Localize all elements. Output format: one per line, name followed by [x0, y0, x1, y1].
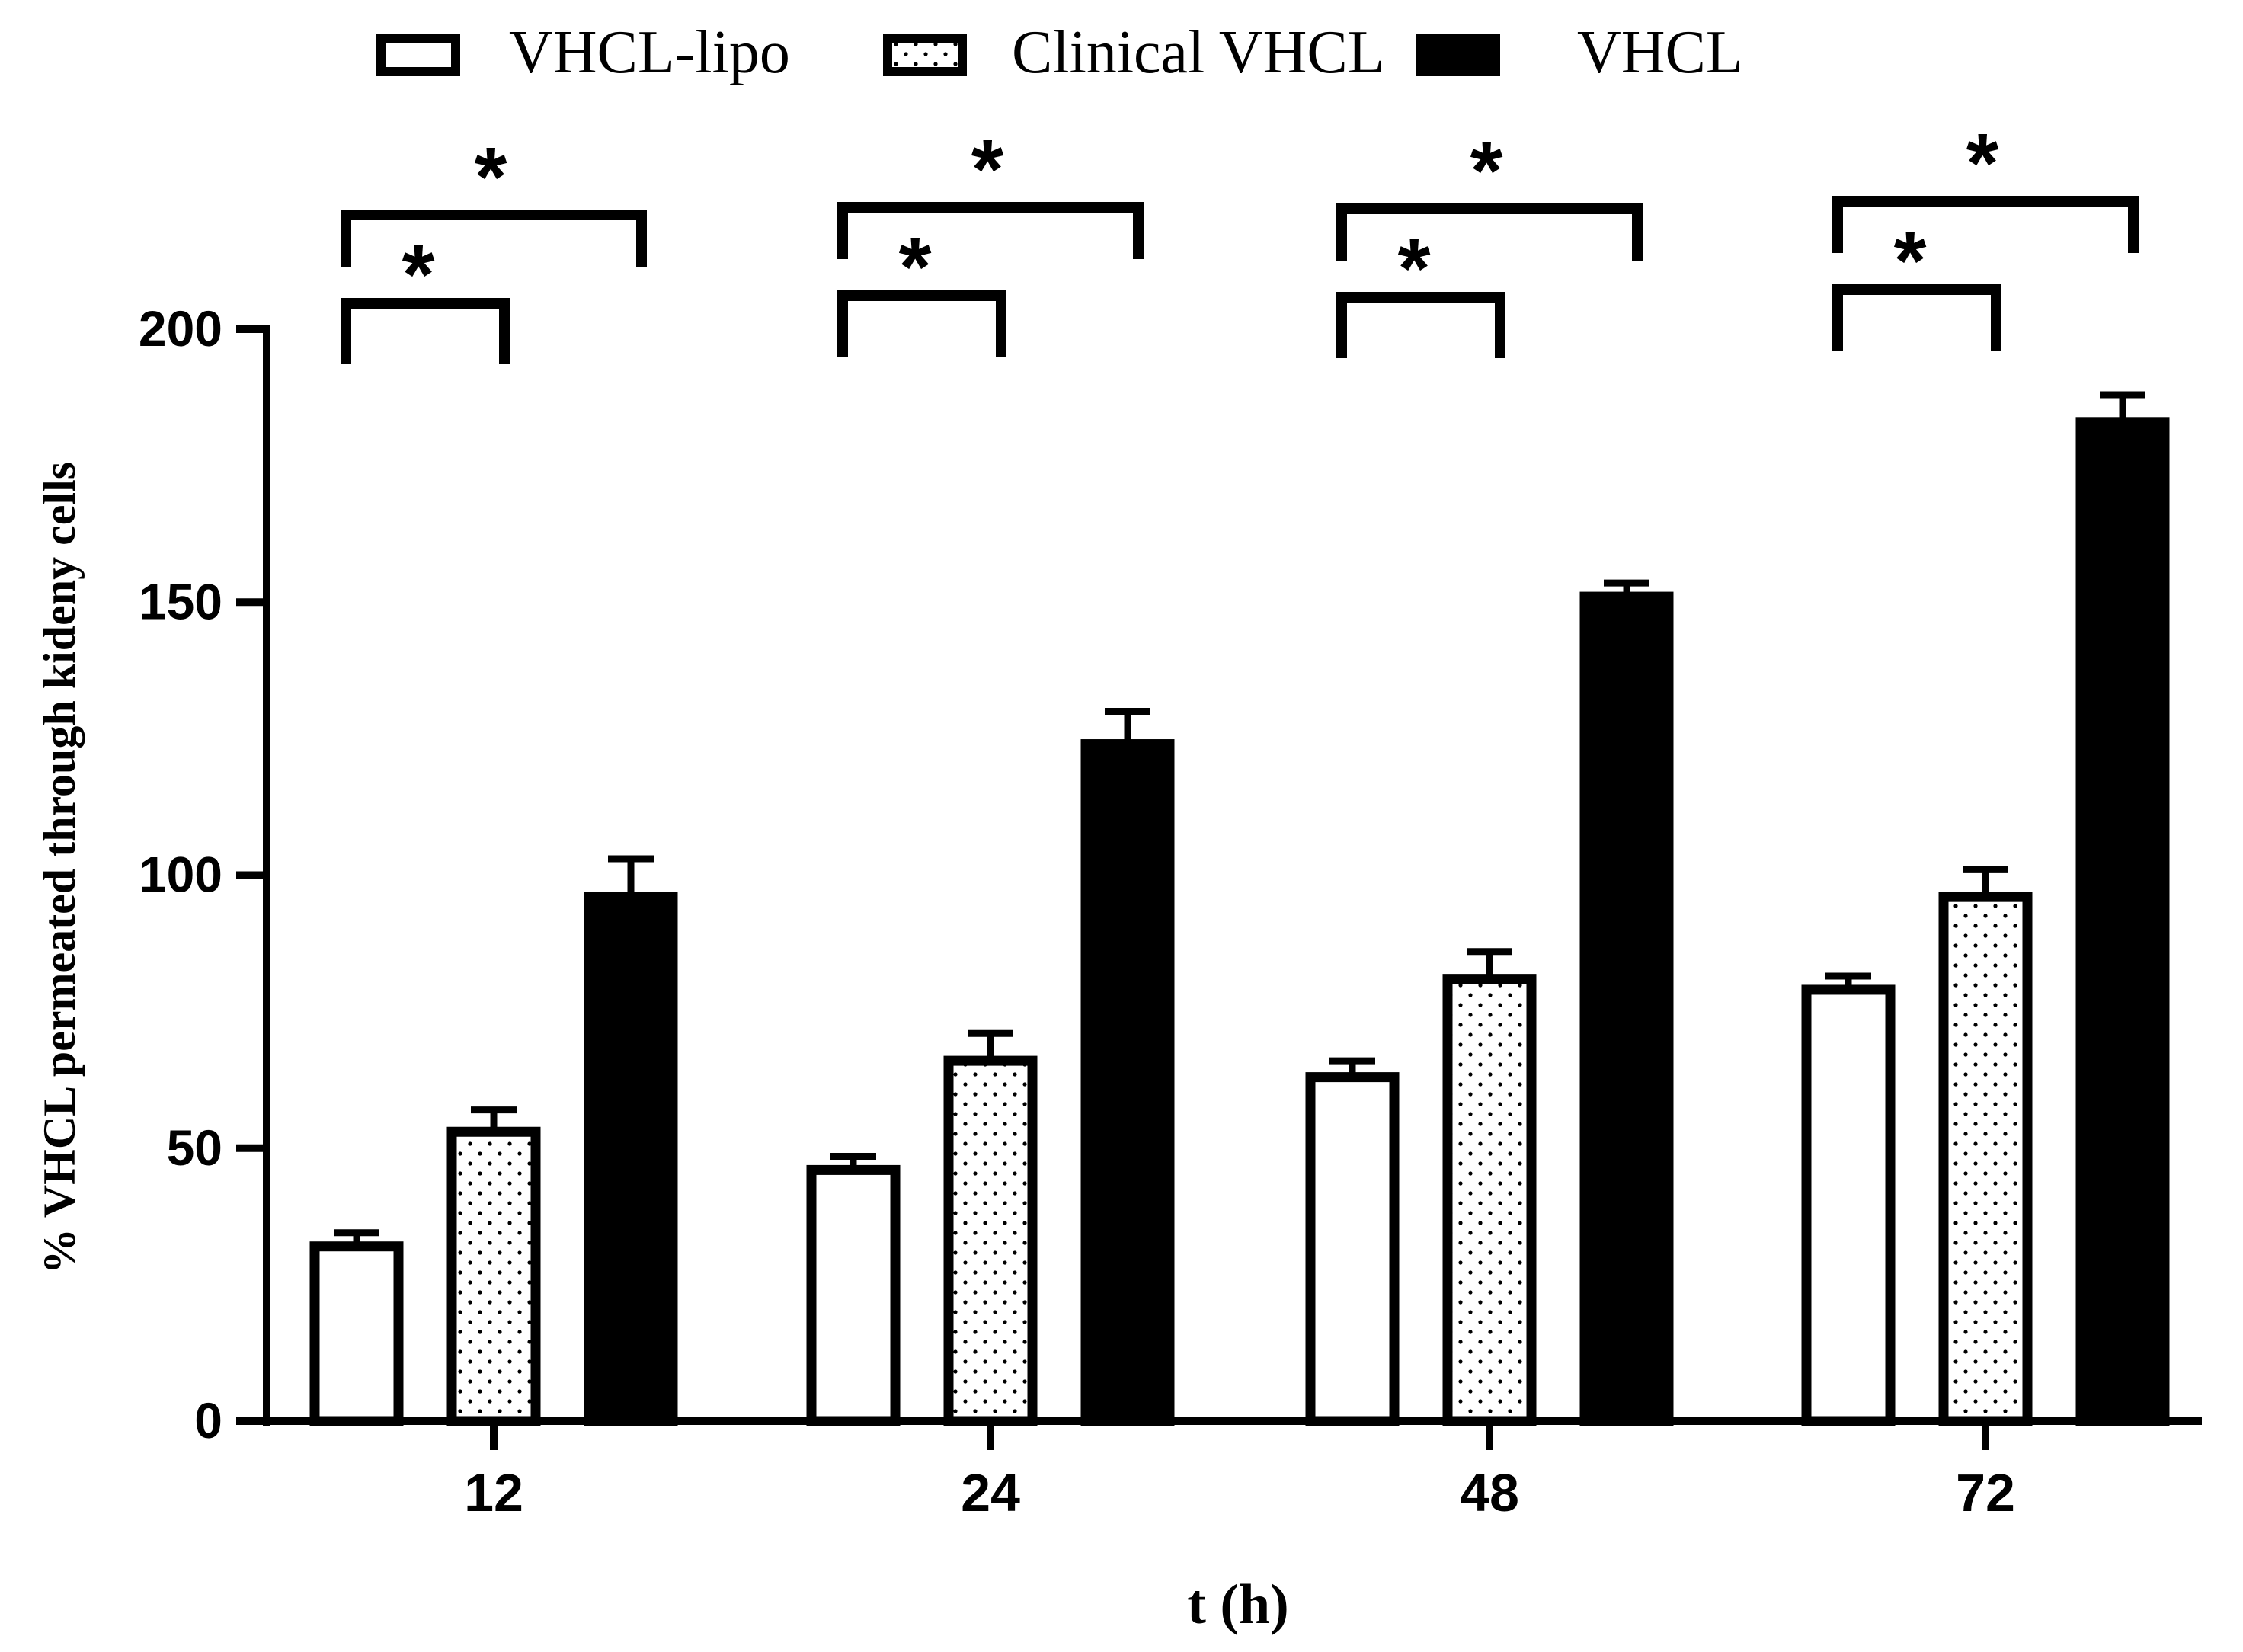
y-tick-label: 100 [139, 847, 222, 903]
error-bar [1825, 972, 1871, 990]
significance-star: * [1398, 222, 1431, 315]
significance-annotations: * * * * * * * * [341, 117, 2139, 364]
bar-vhcl-lipo-12 [309, 1241, 404, 1426]
significance-star: * [475, 130, 507, 224]
bar-vhcl-24 [1080, 739, 1175, 1426]
x-axis-title: t (h) [1187, 1574, 1289, 1636]
bar-vhcl-lipo-72 [1801, 984, 1896, 1426]
x-tick-label: 72 [1956, 1463, 2015, 1522]
error-bar [1963, 866, 2008, 898]
legend-swatch [376, 34, 460, 76]
x-tick-label: 12 [464, 1463, 523, 1522]
significance-star: * [1470, 124, 1503, 218]
bar-clinical-vhcl-12 [446, 1126, 541, 1426]
bar-clinical-vhcl-24 [943, 1055, 1038, 1426]
error-bar [608, 855, 654, 898]
error-bar [830, 1153, 876, 1170]
y-tick-label: 200 [139, 300, 222, 357]
bar-vhcl-lipo-24 [806, 1164, 901, 1426]
significance-bracket [837, 202, 1144, 259]
significance-bracket [1832, 196, 2139, 253]
x-tick-label: 24 [961, 1463, 1020, 1522]
bar-vhcl-lipo-48 [1305, 1072, 1400, 1426]
significance-bracket [1336, 292, 1505, 358]
bars [309, 391, 2170, 1426]
significance-star: * [1894, 214, 1927, 308]
error-bar [471, 1106, 517, 1132]
x-tick-label: 48 [1460, 1463, 1519, 1522]
legend: VHCL-lipo Clinical VHCL VHCL [376, 19, 1743, 86]
significance-bracket [1832, 284, 2001, 351]
significance-star: * [1966, 117, 1999, 210]
significance-star: * [402, 228, 435, 322]
significance-bracket [341, 298, 510, 364]
y-tick-label: 150 [139, 573, 222, 629]
axes: 0 50 100 150 200 12 24 48 72 [139, 300, 2202, 1522]
significance-bracket [837, 290, 1006, 357]
error-bar [1329, 1057, 1375, 1077]
y-tick-label: 50 [167, 1119, 222, 1176]
y-axis-title: % VHCL permeated through kideny cells [34, 462, 85, 1274]
legend-swatch [1416, 34, 1500, 76]
significance-bracket [1336, 203, 1643, 261]
legend-label: VHCL [1577, 19, 1743, 86]
bar-clinical-vhcl-48 [1442, 974, 1537, 1426]
legend-label: VHCL-lipo [509, 19, 790, 86]
y-tick-label: 0 [194, 1392, 222, 1449]
significance-star: * [971, 123, 1004, 216]
legend-swatch [883, 34, 967, 76]
significance-star: * [899, 220, 932, 314]
bar-vhcl-72 [2075, 417, 2170, 1426]
legend-label: Clinical VHCL [1012, 19, 1385, 86]
bar-vhcl-48 [1579, 591, 1674, 1426]
error-bar [1604, 579, 1649, 597]
bar-vhcl-12 [584, 892, 678, 1426]
error-bar [334, 1229, 379, 1247]
error-bar [1105, 708, 1150, 744]
significance-bracket [341, 210, 647, 267]
bar-clinical-vhcl-72 [1938, 892, 2033, 1426]
error-bar [968, 1029, 1013, 1061]
error-bar [1467, 948, 1512, 979]
error-bar [2100, 391, 2145, 422]
